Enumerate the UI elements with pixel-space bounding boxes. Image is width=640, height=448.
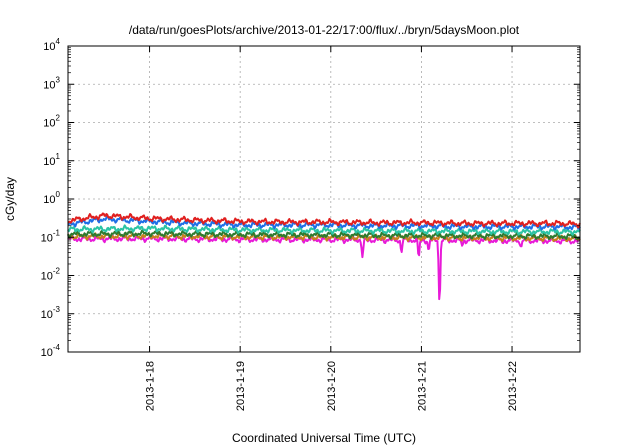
x-tick-label: 2013-1-21: [416, 361, 428, 411]
x-tick-label: 2013-1-20: [326, 361, 338, 411]
chart-title: /data/run/goesPlots/archive/2013-01-22/1…: [129, 23, 520, 37]
y-tick-label: 10-4: [41, 343, 61, 359]
x-tick-label: 2013-1-18: [145, 361, 157, 411]
series-line: [67, 234, 581, 301]
series-line: [67, 224, 581, 236]
y-tick-label: 104: [43, 37, 60, 53]
x-tick-label: 2013-1-19: [235, 361, 247, 411]
y-tick-label: 101: [43, 152, 60, 168]
y-tick-label: 10-2: [41, 267, 61, 283]
series-line: [67, 229, 581, 240]
x-tick-label: 2013-1-22: [507, 361, 519, 411]
series-line: [67, 212, 581, 229]
y-tick-label: 103: [43, 75, 60, 91]
y-tick-label: 10-3: [41, 305, 61, 321]
y-tick-label: 102: [43, 114, 60, 130]
x-axis-label: Coordinated Universal Time (UTC): [232, 431, 416, 445]
y-axis-label: cGy/day: [3, 177, 17, 221]
y-tick-label: 100: [43, 190, 60, 206]
y-tick-label: 10-1: [41, 228, 61, 244]
